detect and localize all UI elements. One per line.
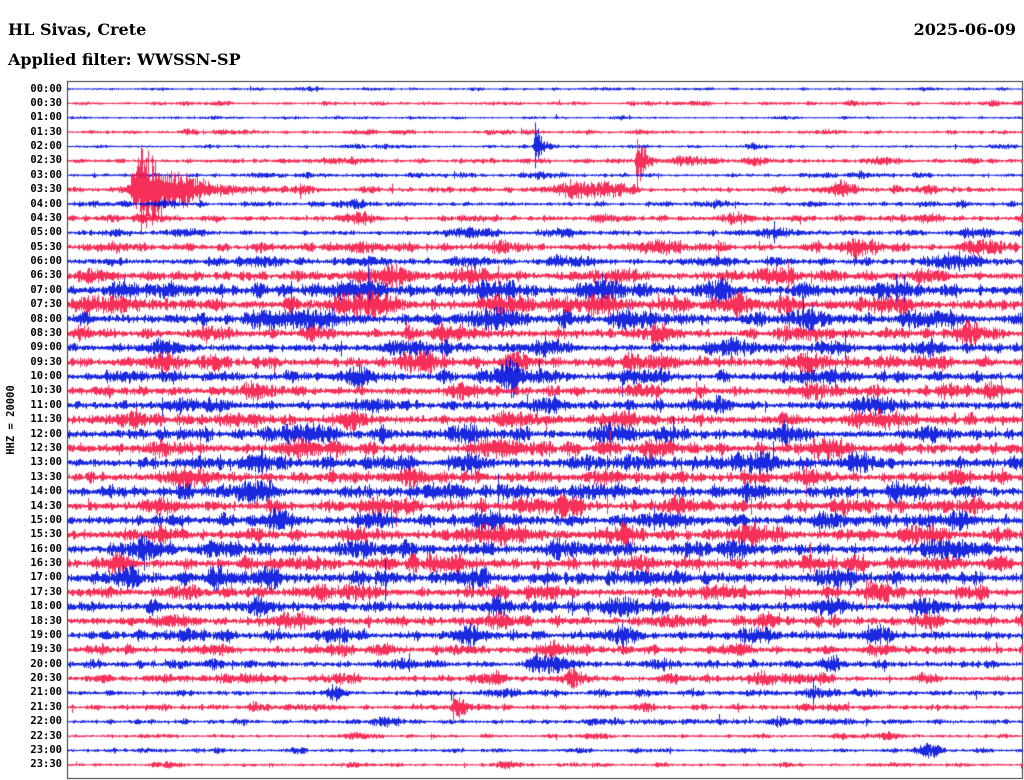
time-label: 11:30 — [30, 413, 62, 426]
time-label: 10:30 — [30, 384, 62, 397]
time-label: 14:30 — [30, 499, 62, 512]
time-label: 12:00 — [30, 427, 62, 440]
time-label: 02:30 — [30, 154, 62, 167]
station-title: HL Sivas, Crete — [8, 20, 147, 39]
time-label: 02:00 — [30, 140, 62, 153]
time-label: 18:30 — [30, 614, 62, 627]
time-label: 00:00 — [30, 82, 62, 95]
time-label: 00:30 — [30, 96, 62, 109]
time-label: 15:00 — [30, 513, 62, 526]
time-label: 07:30 — [30, 298, 62, 311]
time-label: 04:00 — [30, 197, 62, 210]
time-label: 01:30 — [30, 125, 62, 138]
time-label: 05:30 — [30, 240, 62, 253]
time-label: 07:00 — [30, 283, 62, 296]
time-label: 03:30 — [30, 183, 62, 196]
time-label: 15:30 — [30, 528, 62, 541]
time-label: 09:30 — [30, 355, 62, 368]
time-label: 03:00 — [30, 168, 62, 181]
time-label: 22:30 — [30, 729, 62, 742]
time-label: 08:00 — [30, 312, 62, 325]
time-label: 20:30 — [30, 672, 62, 685]
time-label: 19:00 — [30, 628, 62, 641]
time-label: 06:30 — [30, 269, 62, 282]
time-label: 11:00 — [30, 398, 62, 411]
time-label: 17:30 — [30, 585, 62, 598]
time-label: 23:00 — [30, 743, 62, 756]
time-label: 19:30 — [30, 643, 62, 656]
time-label: 21:00 — [30, 686, 62, 699]
time-label: 20:00 — [30, 657, 62, 670]
time-label: 06:00 — [30, 255, 62, 268]
time-label: 10:00 — [30, 370, 62, 383]
time-label: 13:00 — [30, 456, 62, 469]
time-label: 04:30 — [30, 211, 62, 224]
time-label: 16:00 — [30, 542, 62, 555]
time-label: 14:00 — [30, 485, 62, 498]
time-label: 09:00 — [30, 341, 62, 354]
time-label: 22:00 — [30, 715, 62, 728]
time-label: 21:30 — [30, 700, 62, 713]
time-label: 17:00 — [30, 571, 62, 584]
time-label: 16:30 — [30, 557, 62, 570]
time-label: 08:30 — [30, 326, 62, 339]
time-label: 01:00 — [30, 111, 62, 124]
filter-label: Applied filter: WWSSN-SP — [8, 50, 241, 69]
time-label: 12:30 — [30, 442, 62, 454]
time-label: 05:00 — [30, 226, 62, 239]
date-label: 2025-06-09 — [913, 20, 1016, 39]
time-label: 18:00 — [30, 600, 62, 613]
time-label: 23:30 — [30, 758, 62, 771]
time-label: 13:30 — [30, 470, 62, 483]
